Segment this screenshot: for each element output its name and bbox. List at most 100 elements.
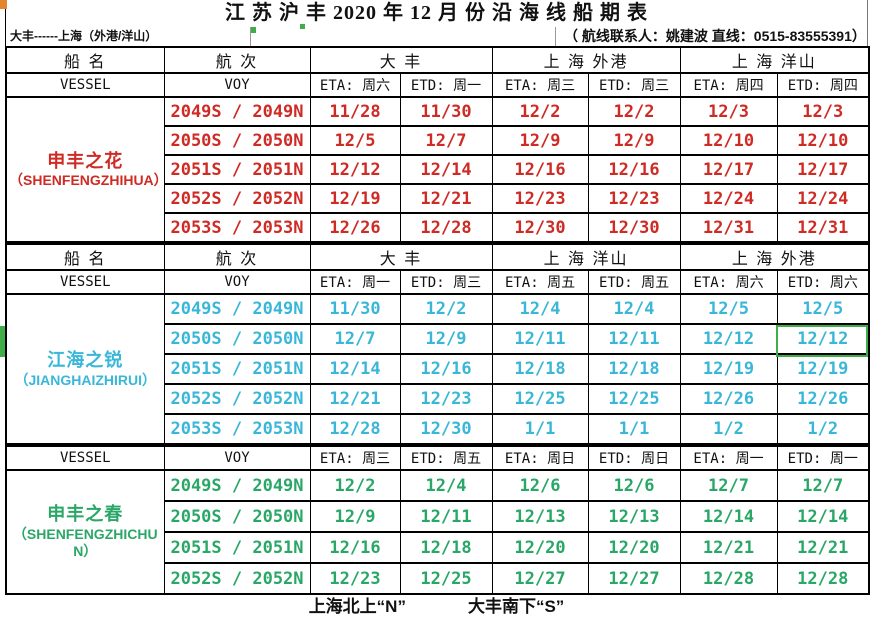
- voyage-header-en: VOY: [163, 72, 311, 98]
- voyage-cell: 2052S / 2052N: [163, 183, 311, 214]
- eta-date-cell: 1/1: [491, 413, 589, 445]
- eta-day-header: ETA: 周一: [679, 445, 778, 471]
- etd-date-cell: 12/14: [399, 154, 493, 185]
- eta-date-cell: 12/23: [309, 562, 401, 595]
- eta-date-cell: 12/16: [491, 154, 589, 185]
- table-row: 2050S / 2050N 12/9 12/11 12/13 12/13 12/14 12/…: [6, 500, 870, 533]
- eta-date-cell: 12/10: [679, 125, 778, 156]
- table-row: 2050S / 2050N 12/5 12/7 12/9 12/9 12/10 12/10: [6, 125, 870, 156]
- etd-date-cell: 12/18: [587, 353, 681, 385]
- eta-date-cell: 12/13: [491, 500, 589, 533]
- voyage-header-en: VOY: [163, 269, 311, 295]
- voyage-cell: 2051S / 2051N: [163, 531, 311, 564]
- eta-date-cell: 12/30: [491, 212, 589, 243]
- vessel-name-zh: 申丰之春: [47, 504, 124, 525]
- day-header-row: VESSEL VOY ETA: 周三 ETD: 周五 ETA: 周日 ETD: 周日 ETA…: [5, 445, 870, 471]
- etd-date-cell: 12/23: [399, 383, 493, 415]
- table-row: 2050S / 2050N 12/7 12/9 12/11 12/11 12/12 12/1…: [6, 323, 870, 355]
- table-row: 2052S / 2052N 12/21 12/23 12/25 12/25 12/26 12…: [6, 383, 870, 415]
- day-header-row: VESSEL VOY ETA: 周六 ETD: 周一 ETA: 周三 ETD: 周三 ETA…: [5, 72, 870, 98]
- eta-day-header: ETA: 周六: [679, 269, 778, 295]
- etd-date-cell: 12/27: [587, 562, 681, 595]
- vessel-name-en: （SHENFENGZHICHUN）: [12, 525, 158, 560]
- eta-date-cell: 11/30: [309, 293, 401, 325]
- eta-date-cell: 11/28: [309, 96, 401, 127]
- etd-date-cell: 11/30: [399, 96, 493, 127]
- etd-day-header: ETD: 周三: [587, 72, 681, 98]
- etd-date-cell: 12/4: [587, 293, 681, 325]
- table-row: 2053S / 2053N 12/28 12/30 1/1 1/1 1/2 1/2: [6, 413, 870, 445]
- etd-day-header: ETD: 周三: [399, 269, 493, 295]
- etd-date-cell: 12/26: [776, 383, 870, 415]
- etd-date-cell: 12/9: [399, 323, 493, 355]
- eta-day-header: ETA: 周五: [491, 269, 589, 295]
- schedule-section: 船 名航 次大 丰上 海 外港上 海 洋山 VESSEL VOY ETA: 周六 ETD…: [5, 46, 871, 243]
- etd-day-header: ETD: 周一: [776, 445, 870, 471]
- subtitle-row: 大丰------上海（外港/洋山） （ 航线联系人：姚建波 直线：0515-83…: [6, 27, 867, 46]
- etd-date-cell: 12/25: [587, 383, 681, 415]
- etd-date-cell: 12/25: [399, 562, 493, 595]
- vessel-name-en: （SHENFENGZHIHUA）: [9, 172, 164, 188]
- row-selection-strip: [0, 326, 5, 357]
- eta-date-cell: 12/2: [491, 96, 589, 127]
- sheet-corner-mark: [0, 0, 7, 9]
- etd-date-cell: 12/9: [587, 125, 681, 156]
- vessel-header-zh: 船 名: [5, 243, 165, 271]
- eta-date-cell: 12/26: [309, 212, 401, 243]
- port-header-row: 船 名航 次大 丰上 海 外港上 海 洋山: [5, 46, 870, 74]
- etd-date-cell: 12/2: [399, 293, 493, 325]
- eta-date-cell: 12/21: [309, 383, 401, 415]
- eta-date-cell: 12/11: [491, 323, 589, 355]
- voyage-header-zh: 航 次: [163, 243, 311, 271]
- eta-date-cell: 12/7: [679, 469, 778, 502]
- footer-note: 上海北上“N” 大丰南下“S”: [0, 595, 873, 621]
- schedule-tables: 船 名航 次大 丰上 海 外港上 海 洋山 VESSEL VOY ETA: 周六 ETD…: [5, 46, 873, 595]
- etd-date-cell: 12/28: [776, 562, 870, 595]
- schedule-section: 船 名航 次大 丰上 海 洋山上 海 外港 VESSEL VOY ETA: 周一 ETD…: [5, 243, 871, 445]
- table-row: 2051S / 2051N 12/12 12/14 12/16 12/16 12/17 12…: [6, 154, 870, 185]
- vessel-header-zh: 船 名: [5, 46, 165, 74]
- eta-date-cell: 12/19: [309, 183, 401, 214]
- table-row: 申丰之春 （SHENFENGZHICHUN） 2049S / 2049N 12/2 12…: [5, 469, 870, 595]
- etd-date-cell: 12/16: [399, 353, 493, 385]
- table-row: 2053S / 2053N 12/26 12/28 12/30 12/30 12/31 12…: [6, 212, 870, 243]
- etd-date-cell: 12/30: [587, 212, 681, 243]
- cell-comment-tick: [251, 27, 256, 33]
- eta-day-header: ETA: 周一: [309, 269, 401, 295]
- voyage-cell: 2050S / 2050N: [163, 125, 311, 156]
- eta-date-cell: 12/19: [679, 353, 778, 385]
- etd-date-cell: 12/20: [587, 531, 681, 564]
- voyage-cell: 2049S / 2049N: [163, 293, 311, 325]
- etd-date-cell: 12/12: [776, 323, 870, 355]
- etd-date-cell: 12/21: [776, 531, 870, 564]
- contact-label: （ 航线联系人：姚建波 直线：0515-83555391）: [564, 28, 866, 44]
- eta-date-cell: 12/31: [679, 212, 778, 243]
- etd-date-cell: 12/11: [399, 500, 493, 533]
- vessel-header-en: VESSEL: [5, 445, 165, 471]
- port-header-row: 船 名航 次大 丰上 海 洋山上 海 外港: [5, 243, 870, 271]
- port-header: 大 丰: [309, 46, 493, 74]
- port-header: 上 海 洋山: [679, 46, 870, 74]
- voyage-cell: 2050S / 2050N: [163, 323, 311, 355]
- voyage-cell: 2051S / 2051N: [163, 353, 311, 385]
- south-note: 大丰南下“S”: [467, 597, 565, 616]
- voyage-cell: 2050S / 2050N: [163, 500, 311, 533]
- etd-date-cell: 12/4: [399, 469, 493, 502]
- etd-date-cell: 12/30: [399, 413, 493, 445]
- vessel-name-cell: 江海之锐 （JIANGHAIZHIRUI）: [5, 293, 165, 445]
- eta-date-cell: 12/7: [309, 323, 401, 355]
- etd-day-header: ETD: 周四: [776, 72, 870, 98]
- eta-date-cell: 12/3: [679, 96, 778, 127]
- eta-date-cell: 12/9: [309, 500, 401, 533]
- port-header: 上 海 外港: [491, 46, 681, 74]
- voyage-cell: 2053S / 2053N: [163, 413, 311, 445]
- etd-date-cell: 12/17: [776, 154, 870, 185]
- etd-date-cell: 12/6: [587, 469, 681, 502]
- etd-date-cell: 12/28: [399, 212, 493, 243]
- etd-date-cell: 12/2: [587, 96, 681, 127]
- vessel-header-en: VESSEL: [5, 72, 165, 98]
- table-row: 申丰之花 （SHENFENGZHIHUA） 2049S / 2049N 11/28 11…: [5, 96, 870, 243]
- etd-date-cell: 12/11: [587, 323, 681, 355]
- table-row: 2052S / 2052N 12/23 12/25 12/27 12/27 12/28 12…: [6, 562, 870, 595]
